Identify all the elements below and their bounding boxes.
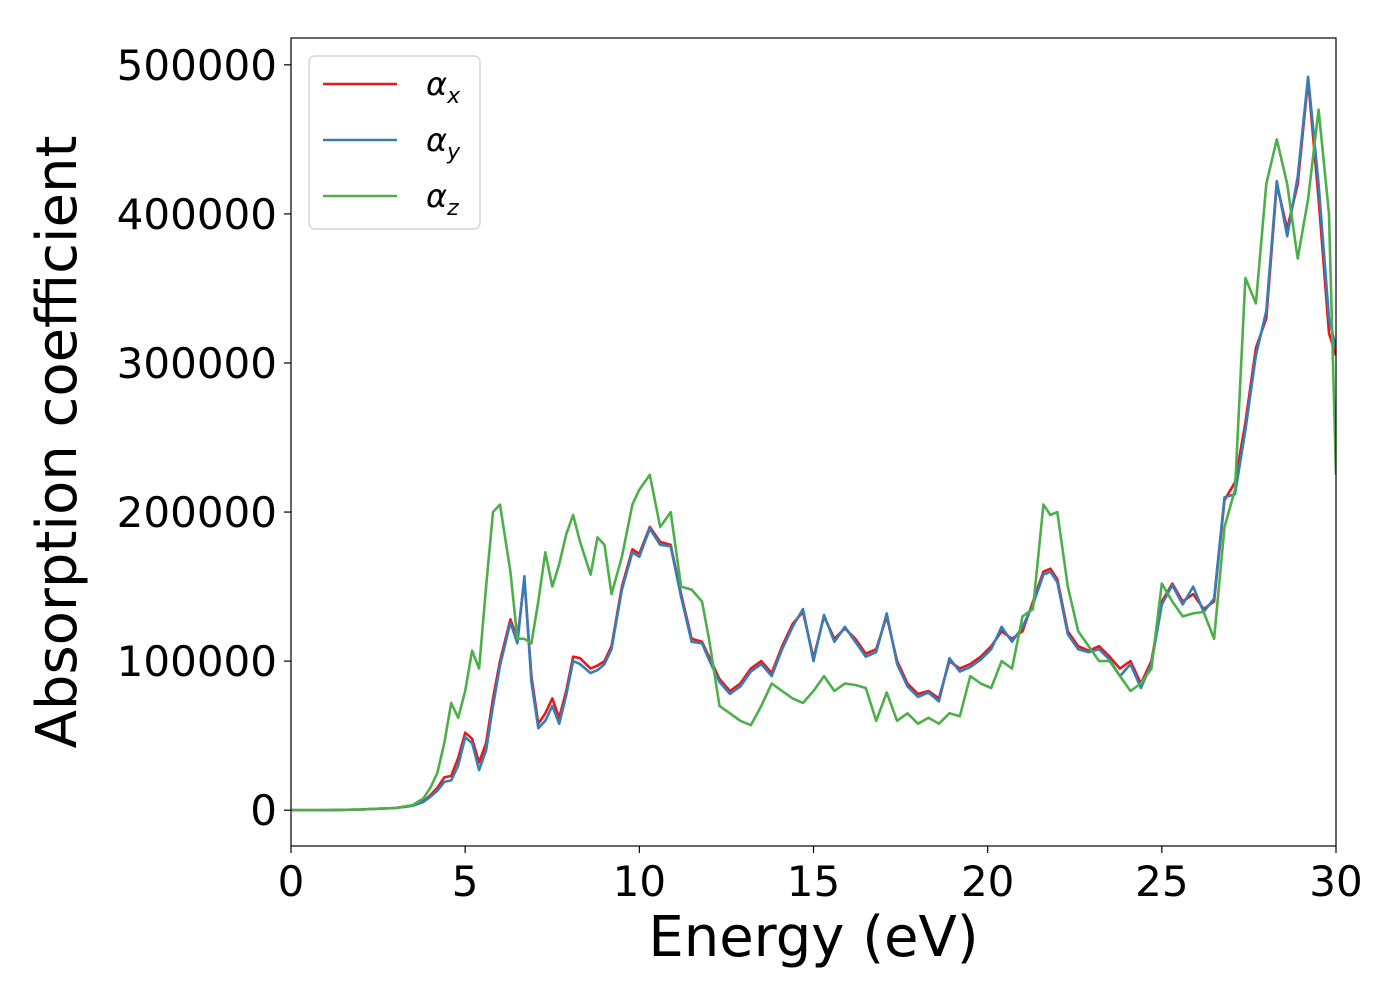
x-tick-label: 15 [787, 857, 840, 906]
y-tick-label: 400000 [117, 190, 277, 239]
series-line-alpha-z [291, 108, 1336, 812]
x-tick-label: 10 [613, 857, 666, 906]
y-axis-ticks: 0 100000 200000 300000 400000 500000 [117, 41, 291, 835]
y-tick-label: 200000 [117, 488, 277, 537]
plot-frame [290, 37, 1337, 847]
x-tick-label: 5 [452, 857, 479, 906]
series-layer [291, 75, 1336, 812]
y-tick-label: 100000 [117, 637, 277, 686]
x-tick-label: 30 [1309, 857, 1362, 906]
series-line-alpha-y [291, 75, 1336, 812]
x-tick-label: 20 [961, 857, 1014, 906]
y-tick-label: 300000 [117, 339, 277, 388]
y-tick-label: 500000 [117, 41, 277, 90]
x-axis-ticks: 0 5 10 15 20 25 30 [278, 846, 1363, 906]
x-tick-label: 25 [1135, 857, 1188, 906]
x-tick-label: 0 [278, 857, 305, 906]
y-axis-label: Absorption coefficient [25, 136, 90, 749]
legend-box [308, 55, 481, 230]
y-tick-label: 0 [250, 786, 277, 835]
legend-label-alpha-x: αx [426, 65, 461, 109]
legend-label-alpha-z: αz [426, 177, 459, 221]
x-axis-label: Energy (eV) [648, 905, 978, 970]
legend: αx αy αz [308, 55, 481, 230]
legend-label-alpha-y: αy [426, 121, 461, 165]
